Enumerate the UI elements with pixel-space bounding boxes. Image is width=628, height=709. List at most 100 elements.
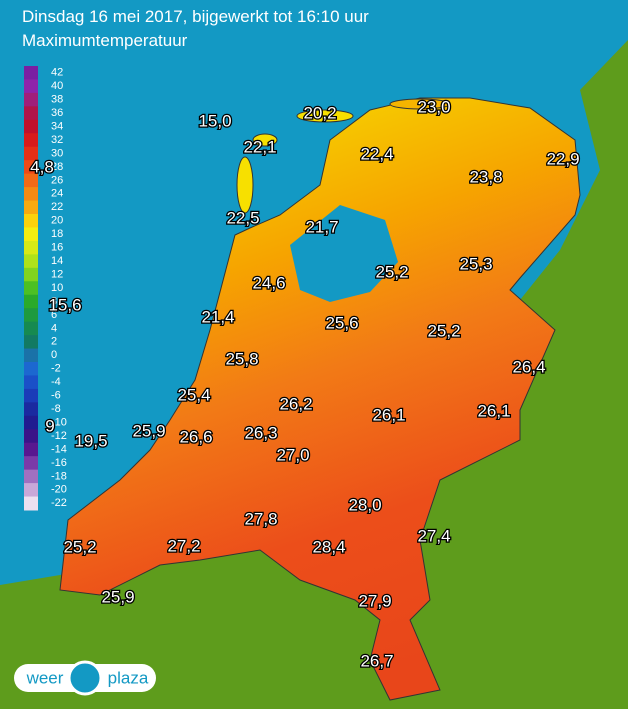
island [236,156,254,214]
island [389,98,451,110]
station-value: 25,2 [63,537,96,556]
station-value: 26,6 [179,427,212,446]
station-value: 15,6 [48,295,81,314]
station-value: 20,2 [303,103,336,122]
legend-swatch [24,133,38,148]
legend-label: 28 [51,161,63,173]
station-value: 26,4 [512,357,545,376]
station-value: 21,7 [305,217,338,236]
station-value: 23,0 [417,97,450,116]
station-value: 27,2 [167,536,200,555]
logo-icon [67,660,103,696]
island [252,133,278,147]
station-value: 4,8 [30,157,54,176]
station-value: 27,8 [244,509,277,528]
legend-swatch [24,496,38,511]
legend-label: 12 [51,268,63,280]
legend-swatch [24,442,38,457]
station-value: 25,4 [177,385,210,404]
station-value: 27,0 [276,445,309,464]
legend-swatch [24,240,38,255]
station-value: 26,7 [360,651,393,670]
station-value: 28,4 [312,537,345,556]
legend-label: 26 [51,174,63,186]
legend-swatch [24,227,38,242]
station-value: 25,9 [132,421,165,440]
legend-swatch [24,483,38,498]
legend-label: 0 [51,349,57,361]
netherlands [59,97,581,701]
legend-swatch [24,294,38,309]
legend-swatch [24,456,38,471]
station-value: 25,2 [375,262,408,281]
subtitle: Maximumtemperatuur [22,31,188,50]
station-value: 22,5 [226,208,259,227]
station-value: 22,9 [546,149,579,168]
legend-label: -16 [51,457,67,469]
legend-swatch [24,321,38,336]
logo-text: plaza [108,668,149,687]
island [296,109,354,123]
legend-label: -18 [51,470,67,482]
legend-swatch [24,348,38,363]
station-value: 23,8 [469,167,502,186]
legend-label: 42 [51,67,63,79]
legend-label: 24 [51,188,63,200]
legend-label: -12 [51,430,67,442]
legend-label: -10 [51,416,67,428]
legend-swatch [24,415,38,430]
legend-label: 20 [51,215,63,227]
legend-label: 16 [51,242,63,254]
station-value: 24,6 [252,273,285,292]
legend-label: -14 [51,443,67,455]
legend-swatch [24,267,38,282]
legend-swatch [24,402,38,417]
legend-label: 8 [51,295,57,307]
legend-label: 2 [51,336,57,348]
legend-swatch [24,375,38,390]
legend-label: -2 [51,363,61,375]
legend-swatch [24,254,38,269]
legend-swatch [24,200,38,215]
legend-swatch [24,429,38,444]
land [0,40,628,709]
station-value: 21,4 [201,307,234,326]
legend-swatch [24,281,38,296]
station-value: 25,9 [101,587,134,606]
ijsselmeer [290,205,398,302]
title: Dinsdag 16 mei 2017, bijgewerkt tot 16:1… [22,7,369,26]
legend-swatch [24,469,38,484]
legend-label: -20 [51,484,67,496]
legend-swatch [24,308,38,323]
legend-label: -4 [51,376,61,388]
legend-swatch [24,187,38,202]
station-value: 26,1 [372,405,405,424]
logo-text: weer [26,668,64,687]
station-value: 19,5 [74,431,107,450]
legend-label: -6 [51,390,61,402]
station-value: 15,0 [198,111,231,130]
legend-label: 36 [51,107,63,119]
legend-label: 22 [51,201,63,213]
legend-swatch [24,92,38,107]
legend-label: 34 [51,120,63,132]
station-value: 27,4 [417,526,450,545]
legend-label: -22 [51,497,67,509]
legend-label: 32 [51,134,63,146]
station-value: 25,3 [459,254,492,273]
station-value: 28,0 [348,495,381,514]
legend-swatch [24,173,38,188]
legend-swatch [24,388,38,403]
station-value: 22,1 [243,137,276,156]
legend-label: 4 [51,322,57,334]
station-value: 26,3 [244,423,277,442]
legend-label: 10 [51,282,63,294]
legend-swatch [24,119,38,134]
station-value: 25,8 [225,349,258,368]
station-value: 26,2 [279,394,312,413]
station-value: 22,4 [360,144,393,163]
legend-label: 40 [51,80,63,92]
legend-label: 14 [51,255,63,267]
legend-swatch [24,146,38,161]
